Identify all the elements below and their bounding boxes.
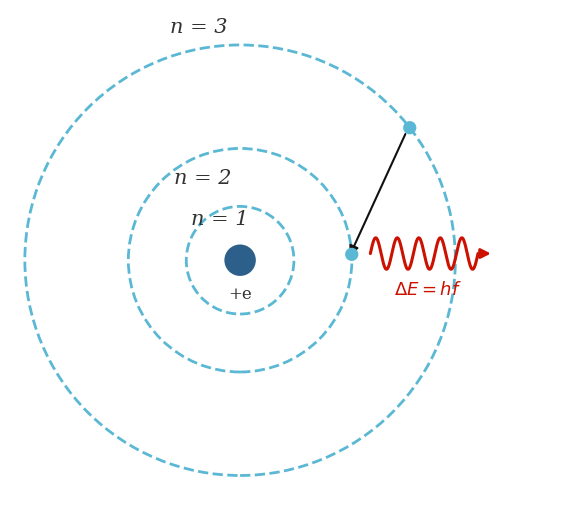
Text: n = 1: n = 1	[191, 210, 248, 229]
Circle shape	[225, 245, 256, 276]
Text: +e: +e	[228, 286, 252, 302]
Circle shape	[345, 248, 358, 262]
Text: $\Delta E = hf$: $\Delta E = hf$	[395, 281, 462, 299]
Text: n = 3: n = 3	[170, 18, 227, 37]
Circle shape	[403, 122, 417, 135]
Text: n = 2: n = 2	[174, 168, 231, 187]
